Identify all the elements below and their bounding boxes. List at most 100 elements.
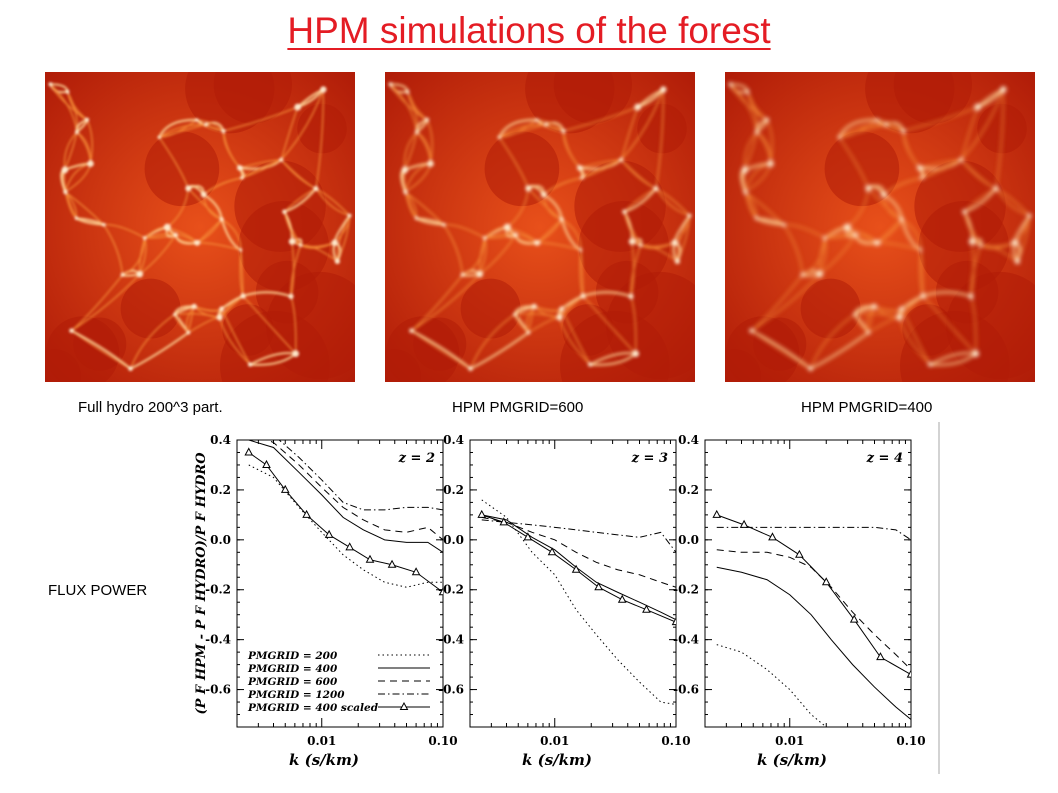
filament	[838, 136, 869, 189]
halo-node	[320, 86, 327, 93]
filament	[655, 188, 690, 217]
filament	[404, 191, 445, 226]
filament	[158, 118, 197, 138]
halo-node	[239, 248, 243, 252]
halo-node	[628, 293, 634, 300]
filament	[315, 188, 351, 217]
filament	[185, 305, 195, 333]
halo-node	[749, 328, 754, 333]
data-point-triangle	[477, 509, 487, 518]
filament	[930, 352, 977, 366]
data-point-triangle	[387, 559, 397, 568]
halo-node	[288, 238, 296, 245]
filament	[498, 118, 537, 138]
data-point-triangle	[671, 617, 676, 626]
filament	[315, 188, 350, 217]
series-line	[481, 519, 676, 553]
filament	[744, 131, 758, 171]
series-line	[716, 549, 911, 670]
halo-node	[120, 272, 125, 277]
halo-node	[334, 258, 340, 265]
filament	[921, 159, 962, 179]
halo-node	[200, 191, 207, 198]
filament	[899, 317, 931, 366]
halo-node	[69, 328, 74, 333]
filament	[963, 211, 982, 246]
y-tick-label: -0.4	[438, 633, 464, 647]
halo-node	[556, 314, 563, 321]
halo-node	[525, 185, 532, 192]
data-point-triangle	[523, 532, 533, 541]
simulation-image-full-hydro	[45, 72, 355, 382]
filament	[166, 188, 189, 228]
data-point-triangle	[876, 652, 885, 661]
data-point-triangle	[821, 577, 831, 586]
halo-node	[917, 165, 923, 171]
series-line	[278, 440, 443, 511]
y-tick-label: -0.2	[205, 583, 231, 597]
filament	[70, 329, 132, 370]
halo-node	[559, 217, 564, 222]
filament	[960, 159, 997, 190]
filament	[196, 119, 224, 132]
halo-node	[754, 130, 759, 134]
filament	[809, 313, 856, 369]
simulation-image-hpm-600	[385, 72, 695, 382]
halo-node	[837, 135, 841, 139]
halo-node	[972, 350, 980, 358]
halo-node	[653, 186, 659, 192]
density-field-2	[385, 72, 695, 382]
filament	[103, 223, 146, 239]
halo-node	[884, 122, 888, 126]
filament	[239, 159, 282, 169]
halo-node	[424, 117, 430, 122]
caption-full-hydro: Full hydro 200^3 part.	[78, 399, 223, 416]
series-line	[481, 516, 676, 588]
filament	[64, 191, 105, 226]
y-tick-label: 0.4	[678, 433, 699, 447]
filament	[995, 188, 1031, 217]
halo-node	[843, 223, 851, 231]
void	[914, 160, 1006, 252]
filament	[922, 291, 972, 298]
halo-node	[405, 89, 410, 94]
data-point-triangle	[642, 604, 651, 613]
filament	[280, 89, 324, 161]
series-group	[244, 440, 443, 596]
filament	[415, 217, 444, 226]
filament	[221, 218, 242, 251]
halo-node	[87, 160, 94, 167]
filament	[284, 187, 317, 213]
filament	[240, 249, 244, 297]
series-line	[716, 526, 911, 541]
filament	[964, 187, 997, 213]
filament	[623, 187, 657, 213]
filament	[290, 241, 295, 297]
caption-hpm-400: HPM PMGRID=400	[801, 399, 933, 416]
plot-frame	[704, 439, 912, 728]
filament	[241, 159, 282, 179]
filament	[963, 187, 997, 213]
halo-node	[540, 191, 547, 198]
x-axis-label: k (s/km)	[522, 751, 592, 769]
halo-node	[577, 165, 583, 171]
halo-node	[74, 216, 79, 220]
halo-node	[816, 270, 824, 278]
filament	[203, 193, 223, 220]
filament	[479, 237, 487, 275]
plot-panel-1: 0.4 0.2 0.0 -0.2 -0.4 -0.6 0.01 0.10 k (s/km) z =…	[194, 433, 458, 769]
series-line	[481, 499, 676, 706]
filament	[250, 352, 297, 366]
halo-node	[638, 243, 643, 247]
filament	[900, 218, 922, 251]
y-tick-label: 0.4	[443, 433, 464, 447]
filament	[582, 291, 632, 298]
filament	[290, 245, 302, 297]
x-tick-label: 0.01	[307, 734, 336, 748]
halo-node	[142, 236, 147, 240]
series-group	[712, 509, 911, 727]
halo-node	[622, 209, 627, 215]
halo-node	[628, 238, 636, 245]
y-tick-label: -0.4	[205, 633, 231, 647]
